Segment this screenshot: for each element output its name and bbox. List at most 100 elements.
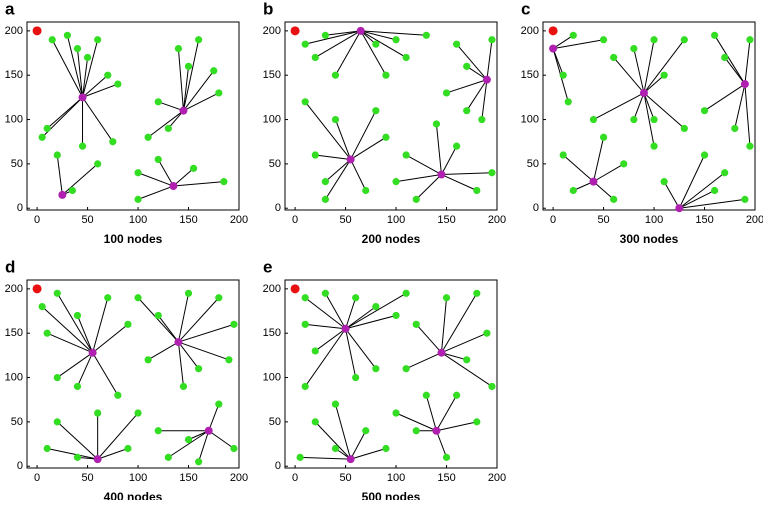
y-tick-label: 100 [5, 113, 23, 125]
sensor-node [154, 427, 162, 435]
sensor-node [610, 195, 618, 203]
sensor-node [189, 164, 198, 172]
x-tick-label: 50 [81, 214, 93, 226]
link [436, 421, 477, 432]
link [704, 83, 746, 112]
x-tick-label: 200 [488, 472, 506, 484]
link [56, 421, 99, 460]
sensor-node [301, 294, 309, 302]
link [360, 30, 397, 41]
sensor-node [73, 45, 82, 53]
link [76, 48, 84, 98]
link [304, 297, 346, 330]
sensor-node [402, 53, 410, 62]
link [441, 332, 488, 354]
link [678, 172, 726, 209]
x-tick-label: 100 [129, 472, 147, 484]
sensor-node [442, 294, 451, 302]
sensor-node [311, 53, 319, 62]
sink-node [32, 26, 42, 36]
link [405, 352, 442, 370]
sensor-node [382, 71, 390, 79]
sensor-node [195, 36, 203, 44]
link [82, 97, 114, 142]
link [350, 136, 387, 160]
sensor-node [392, 311, 400, 320]
link [643, 74, 665, 94]
link [435, 395, 458, 432]
x-tick-label: 50 [339, 214, 351, 226]
sensor-node [569, 31, 577, 39]
sensor-node [630, 45, 638, 53]
sensor-node [483, 329, 491, 337]
sensor-node [372, 365, 380, 373]
sensor-node [195, 458, 203, 466]
cluster-head [341, 324, 350, 333]
sensor-node [422, 391, 430, 399]
link [82, 83, 119, 98]
sensor-node [599, 133, 608, 141]
sensor-node [114, 80, 122, 88]
link [41, 306, 93, 354]
link [350, 159, 367, 191]
sensor-node [746, 36, 754, 44]
sensor-node [473, 186, 481, 195]
cluster-head [174, 338, 183, 347]
link [324, 159, 352, 200]
sensor-node [301, 40, 309, 48]
link [593, 163, 625, 183]
sensor-node [184, 62, 193, 70]
sensor-node [402, 289, 410, 297]
link [314, 421, 351, 460]
sensor-node [321, 31, 329, 39]
link [345, 297, 357, 329]
y-tick-label: 50 [527, 158, 539, 170]
sensor-node [134, 195, 142, 203]
x-tick-label: 150 [437, 472, 455, 484]
sensor-node [412, 320, 420, 328]
link [92, 297, 109, 353]
cluster-head [482, 75, 491, 84]
link [466, 65, 488, 81]
link [562, 154, 594, 182]
sensor-node [700, 107, 709, 115]
link [643, 92, 685, 129]
link [415, 174, 442, 200]
link [47, 448, 98, 460]
link [335, 30, 362, 76]
x-tick-label: 150 [179, 472, 197, 484]
sensor-node [741, 195, 749, 203]
sensor-node [746, 142, 754, 150]
sensor-node [230, 444, 238, 453]
link [182, 66, 190, 111]
link [663, 181, 680, 209]
sink-node [32, 284, 42, 294]
sensor-node [488, 382, 496, 391]
link [345, 292, 407, 330]
link [714, 35, 746, 85]
x-tick-label: 150 [695, 214, 713, 226]
sensor-node [382, 133, 390, 141]
link [56, 352, 93, 378]
plot-area [26, 279, 240, 469]
sensor-node [620, 160, 628, 168]
link [486, 39, 493, 80]
link [325, 30, 361, 36]
link [345, 314, 397, 330]
link [314, 328, 346, 352]
sensor-node [352, 373, 360, 382]
panel-letter: a [5, 0, 15, 18]
sensor-node [195, 365, 203, 373]
sensor-node [392, 409, 400, 417]
link [178, 341, 200, 369]
sensor-node [83, 53, 92, 62]
sensor-node [311, 418, 319, 426]
x-tick-label: 200 [746, 214, 763, 226]
sensor-node [711, 31, 719, 39]
x-tick-label: 200 [230, 214, 248, 226]
link [147, 341, 179, 361]
link [82, 57, 89, 98]
link [304, 101, 352, 160]
sensor-node [144, 133, 152, 141]
link [643, 39, 685, 94]
